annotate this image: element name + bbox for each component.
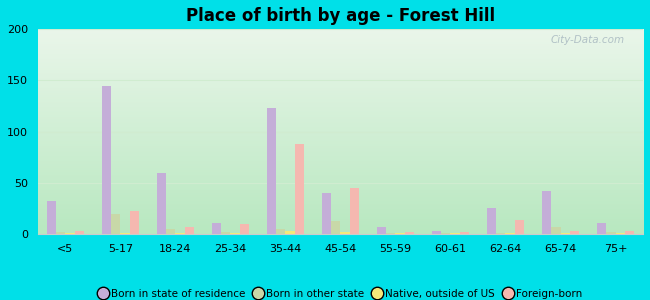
Bar [166,229,176,234]
Bar [405,232,414,234]
Bar [487,208,496,234]
Text: City-Data.com: City-Data.com [551,35,625,45]
Bar [350,188,359,234]
Bar [240,224,249,234]
Bar [570,231,579,234]
Bar [506,233,515,234]
Bar [542,191,551,234]
Bar [441,233,450,234]
Title: Place of birth by age - Forest Hill: Place of birth by age - Forest Hill [186,7,495,25]
Bar [294,144,304,234]
Legend: Born in state of residence, Born in other state, Native, outside of US, Foreign-: Born in state of residence, Born in othe… [94,284,586,300]
Bar [515,220,524,234]
Bar [276,229,285,234]
Bar [432,231,441,234]
Bar [185,227,194,234]
Bar [460,232,469,234]
Bar [176,233,185,234]
Bar [395,233,405,234]
Bar [157,172,166,234]
Bar [221,232,230,234]
Bar [625,231,634,234]
Bar [120,233,130,234]
Bar [111,214,120,234]
Bar [65,233,75,234]
Bar [331,221,341,234]
Bar [597,223,606,234]
Bar [377,227,386,234]
Bar [56,232,65,234]
Bar [322,193,331,234]
Bar [616,233,625,234]
Bar [212,223,221,234]
Bar [551,227,560,234]
Bar [560,233,570,234]
Bar [285,231,294,234]
Bar [386,233,395,234]
Bar [606,232,616,234]
Bar [75,231,84,234]
Bar [266,108,276,234]
Bar [130,212,139,234]
Bar [450,233,460,234]
Bar [496,233,506,234]
Bar [341,232,350,234]
Bar [101,85,111,234]
Bar [47,201,56,234]
Bar [230,233,240,234]
